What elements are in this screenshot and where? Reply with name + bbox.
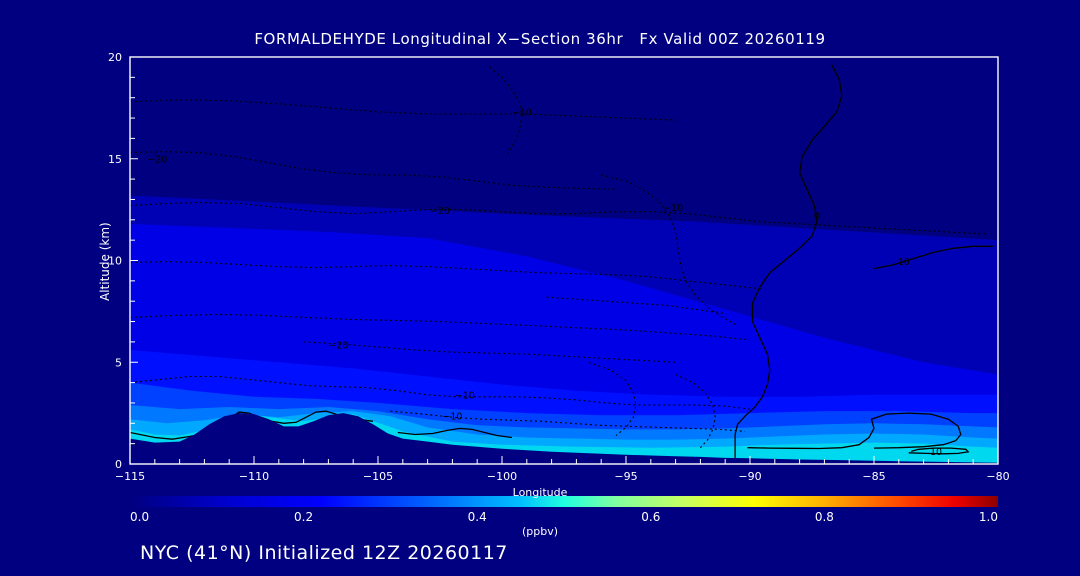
x-axis-label: Longitude [512, 486, 568, 499]
contour-label: −10 [442, 412, 462, 423]
colorbar-tick-label: 0.0 [130, 510, 149, 524]
colorbar-tick-label: 0.4 [468, 510, 487, 524]
contour-label: 0 [814, 211, 820, 222]
colorbar: 0.0 0.2 0.4 0.6 0.8 1.0 [130, 496, 998, 524]
y-tick-label: 10 [108, 255, 122, 268]
contour-label: −20 [430, 206, 450, 217]
terrain-mask [130, 413, 998, 464]
colorbar-tick-label: 1.0 [979, 510, 998, 524]
x-tick-label: −105 [363, 470, 393, 483]
colorbar-unit-label: (ppbv) [521, 525, 559, 538]
contour--20 [130, 313, 751, 341]
contour--10 [601, 174, 738, 327]
contour-label: −20 [328, 340, 348, 351]
contour--20 [303, 341, 676, 363]
contour-label: −20 [147, 154, 167, 165]
colorbar-gradient [130, 496, 998, 507]
contour-10 [873, 245, 993, 270]
contour--10 [588, 361, 637, 436]
contour-0 [734, 64, 843, 463]
colorbar-tick-label: 0.2 [294, 510, 313, 524]
x-tick-label: −110 [239, 470, 269, 483]
contour-0 [747, 412, 962, 450]
colorbar-tick-label: 0.6 [641, 510, 660, 524]
y-axis-label: Altitude (km) [98, 221, 112, 301]
x-tick-label: −90 [738, 470, 761, 483]
x-tick-label: −80 [986, 470, 1009, 483]
contour--20 [130, 260, 763, 290]
contour-10 [908, 447, 970, 455]
colorbar-tick-label: 0.8 [815, 510, 834, 524]
contour--20 [130, 151, 617, 190]
contour--10 [489, 66, 523, 155]
contour--20 [130, 99, 676, 121]
contour--10 [390, 410, 746, 432]
y-tick-label: 15 [108, 153, 122, 166]
y-tick-label: 5 [115, 356, 122, 369]
x-tick-label: −95 [614, 470, 637, 483]
contour-label: −10 [455, 390, 475, 401]
contour-label: 10 [898, 257, 910, 268]
y-axis: 0 5 10 15 20 [108, 51, 138, 471]
x-tick-label: −85 [862, 470, 885, 483]
contour-label: −10 [663, 203, 683, 214]
figure-footer: NYC (41°N) Initialized 12Z 20260117 [140, 542, 508, 564]
contour--10 [675, 374, 716, 449]
contour-lines: 001010−10−10−20−20−10−20−10 [130, 64, 993, 463]
figure-title: FORMALDEHYDE Longitudinal X−Section 36hr… [254, 30, 826, 48]
contour-0 [397, 427, 512, 439]
x-axis: −115 −110 −105 −100 −95 −90 −85 −80 [115, 456, 1010, 483]
contour-label: −10 [512, 107, 532, 118]
contour-label: 10 [930, 447, 942, 458]
y-tick-label: 20 [108, 51, 122, 64]
x-tick-label: −100 [487, 470, 517, 483]
y-tick-label: 0 [115, 458, 122, 471]
x-tick-label: −115 [115, 470, 145, 483]
